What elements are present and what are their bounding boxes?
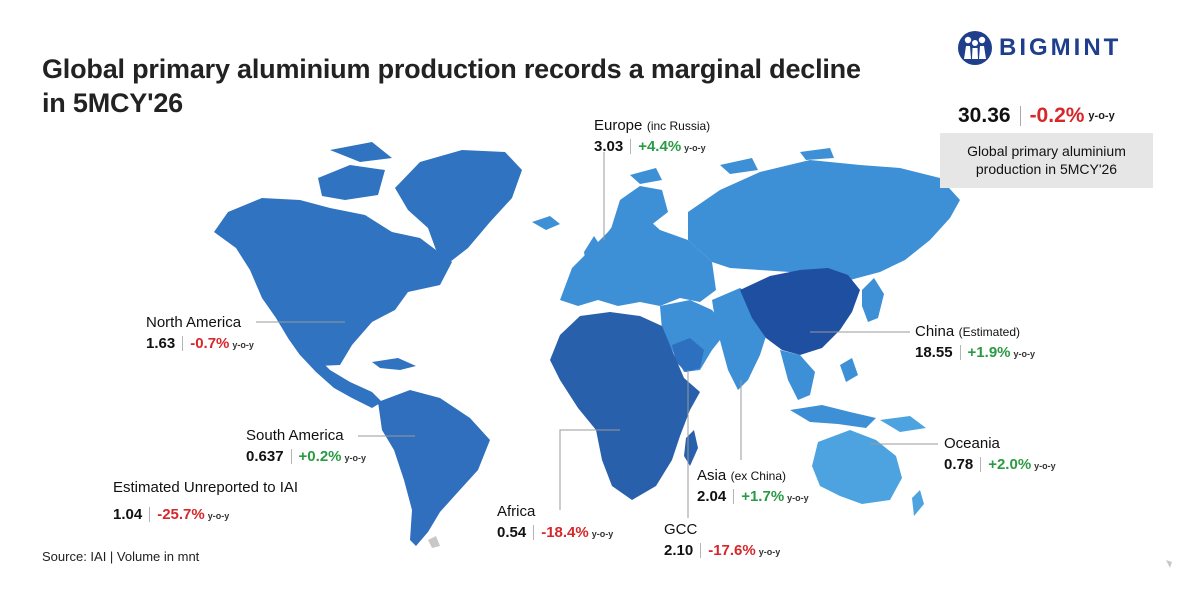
region-value: 2.10: [664, 542, 694, 559]
global-summary: 30.36 -0.2% y-o-y: [958, 104, 1115, 128]
region-name: GCC: [664, 521, 698, 538]
region-gcc: GCC 2.10 -17.6% y-o-y: [664, 521, 780, 559]
region-note: (inc Russia): [646, 119, 711, 133]
southeast-asia-shape: [780, 350, 815, 400]
global-yoy: y-o-y: [1088, 110, 1115, 122]
region-divider: [182, 336, 184, 351]
region-yoy: y-o-y: [684, 143, 706, 153]
summary-divider: [1019, 106, 1021, 126]
gcc-shape: [672, 338, 704, 372]
region-south-america: South America 0.637 +0.2% y-o-y: [246, 427, 366, 465]
chart-title: Global primary aluminium production reco…: [42, 54, 861, 118]
region-europe: Europe (inc Russia) 3.03 +4.4% y-o-y: [594, 117, 710, 155]
region-name: North America: [146, 314, 242, 331]
edge-marker-left: [428, 536, 440, 548]
leader-africa: [559, 429, 620, 510]
region-divider: [980, 457, 982, 472]
region-name: Europe: [594, 117, 643, 134]
region-africa: Africa 0.54 -18.4% y-o-y: [497, 503, 613, 541]
region-value: 18.55: [915, 344, 953, 361]
central-america-shape: [288, 338, 382, 408]
new-zealand-shape: [912, 490, 924, 516]
greenland-shape: [395, 150, 522, 262]
russia-shape: [688, 160, 960, 280]
summary-label-box: Global primary aluminium production in 5…: [940, 133, 1153, 188]
region-divider: [959, 345, 961, 360]
indonesia-shape: [790, 358, 876, 428]
summary-label-line2: production in 5MCY'26: [975, 161, 1118, 177]
region-unreported: Estimated Unreported to IAI 1.04 -25.7% y-…: [113, 479, 298, 523]
region-yoy: y-o-y: [344, 453, 367, 463]
region-divider: [733, 489, 735, 504]
region-yoy: y-o-y: [1034, 461, 1056, 471]
region-yoy: y-o-y: [232, 340, 254, 350]
region-divider: [700, 543, 702, 558]
region-change: +0.2%: [298, 448, 342, 465]
australia-shape: [812, 430, 902, 504]
region-change: +2.0%: [988, 456, 1032, 473]
north-america-shape: [214, 198, 452, 366]
region-name: South America: [246, 427, 344, 444]
region-change: +1.7%: [741, 488, 785, 505]
global-change: -0.2%: [1029, 104, 1085, 127]
region-name: Oceania: [944, 435, 1000, 452]
edge-marker-right: [1166, 560, 1172, 568]
region-divider: [533, 525, 535, 540]
region-yoy: y-o-y: [207, 511, 230, 521]
region-value: 1.04: [113, 506, 143, 523]
region-change: +1.9%: [967, 344, 1011, 361]
madagascar-shape: [684, 430, 698, 466]
region-change: -0.7%: [190, 335, 230, 352]
papua-shape: [880, 416, 926, 432]
region-name: China: [915, 323, 955, 340]
region-change: -25.7%: [157, 506, 205, 523]
region-value: 0.78: [944, 456, 974, 473]
region-north-america: North America 1.63 -0.7% y-o-y: [146, 314, 254, 352]
source-note: Source: IAI | Volume in mnt: [42, 549, 200, 564]
region-yoy: y-o-y: [591, 529, 614, 539]
region-note: (Estimated): [958, 325, 1021, 339]
region-divider: [630, 139, 632, 154]
brand-name: BIGMINT: [999, 34, 1122, 61]
japan-shape: [862, 278, 884, 322]
region-value: 0.54: [497, 524, 527, 541]
region-china: China (Estimated) 18.55 +1.9% y-o-y: [915, 323, 1035, 361]
region-change: -18.4%: [541, 524, 589, 541]
region-value: 2.04: [697, 488, 727, 505]
scandinavia-shape: [610, 186, 668, 236]
arctic-islands-shape: [318, 142, 392, 200]
region-name: Africa: [497, 503, 536, 520]
region-divider: [290, 449, 292, 464]
region-value: 3.03: [594, 138, 624, 155]
region-change: +4.4%: [638, 138, 682, 155]
region-name: Asia: [697, 467, 727, 484]
region-asia: Asia (ex China) 2.04 +1.7% y-o-y: [697, 467, 809, 505]
region-divider: [149, 507, 151, 522]
region-note: (ex China): [730, 469, 786, 483]
region-change: -17.6%: [708, 542, 756, 559]
summary-label-line1: Global primary aluminium: [967, 143, 1126, 159]
people-circle-logo-icon: [958, 31, 992, 65]
region-name: Estimated Unreported to IAI: [113, 479, 299, 496]
south-america-shape: [378, 390, 490, 546]
bigmint-logo: BIGMINT: [957, 30, 1121, 66]
region-yoy: y-o-y: [787, 493, 809, 503]
global-value: 30.36: [958, 104, 1011, 127]
iceland-shape: [532, 216, 560, 230]
china-shape: [740, 268, 860, 355]
europe-shape: [560, 212, 716, 306]
region-yoy: y-o-y: [1013, 349, 1036, 359]
uk-shape: [584, 236, 602, 264]
region-oceania: Oceania 0.78 +2.0% y-o-y: [944, 435, 1056, 473]
caribbean-shape: [372, 358, 416, 370]
region-value: 0.637: [246, 448, 284, 465]
asia-arctic-islands-shape: [630, 148, 834, 184]
africa-shape: [550, 312, 700, 500]
region-yoy: y-o-y: [758, 547, 781, 557]
region-value: 1.63: [146, 335, 176, 352]
